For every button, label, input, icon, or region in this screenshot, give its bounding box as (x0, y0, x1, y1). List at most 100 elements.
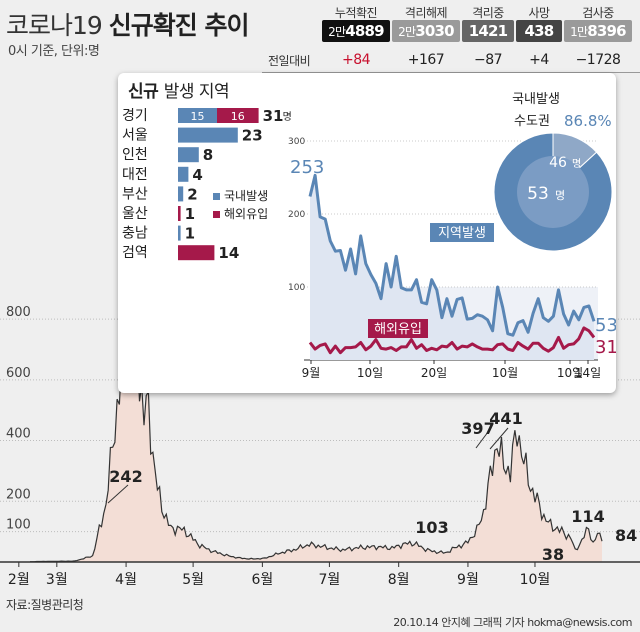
stat-cumulative: 누적확진 2만4889 (322, 4, 390, 42)
pie-total-unit: 명 (555, 189, 565, 202)
stat-testing: 검사중 1만8396 (564, 4, 632, 42)
bar-segment (178, 206, 181, 221)
area-ytick-label: 800 (6, 305, 31, 320)
delta-testing: −1728 (575, 52, 621, 68)
bar-category-label: 경기 (122, 108, 148, 124)
stat-label: 격리해제 (404, 6, 448, 20)
bar-category-label: 울산 (122, 206, 148, 222)
line-tag-overseas (368, 319, 428, 338)
pie-percent-label: 86.8% (564, 112, 612, 130)
bar-segment (178, 127, 238, 143)
bar-total-label: 2 (187, 185, 197, 203)
delta-cumulative: +84 (341, 52, 371, 68)
area-xtick-label: 4월 (115, 572, 137, 588)
bar-segment (178, 166, 189, 182)
bar-total-label: 1 (185, 205, 195, 223)
line-ytick-label: 300 (288, 137, 305, 147)
legend-swatch-overseas (213, 211, 220, 218)
line-xtick-label: 10일 (557, 366, 583, 380)
pie-slice (493, 132, 613, 252)
bar-total-label: 31 (263, 107, 284, 125)
annotation-leader (475, 431, 489, 449)
pie-center (517, 156, 589, 228)
area-ytick-label: 600 (6, 366, 31, 381)
delta-isolated: −87 (473, 52, 503, 68)
annotation-label: 397 (461, 419, 494, 438)
line-start-label: 253 (290, 157, 324, 178)
area-xtick-label: 6월 (251, 572, 273, 588)
line-xtick-label: 20일 (421, 366, 447, 380)
legend-label-overseas: 해외유입 (224, 207, 268, 221)
bar-total-label: 4 (192, 166, 202, 184)
delta-divider (262, 72, 640, 73)
area-ytick-label: 200 (6, 487, 31, 502)
panel-title: 신규 발생 지역 (128, 82, 230, 102)
bar-segment (178, 186, 184, 202)
line-series-overseas (308, 326, 596, 355)
annotation-label: 242 (109, 467, 142, 486)
annotation-label: 441 (489, 409, 522, 428)
bar-total-label: 14 (218, 244, 239, 262)
annotation-label: 38 (542, 545, 564, 564)
chart-subtitle: 0시 기준, 단위:명 (8, 44, 100, 59)
stat-deaths: 사망 438 (516, 4, 562, 42)
bar-segment (178, 225, 181, 241)
area-xtick-label: 8월 (388, 572, 410, 588)
chart-title: 코로나19 신규확진 추이 (6, 11, 249, 40)
stat-value: 1421 (462, 20, 514, 42)
stat-value: 438 (516, 20, 562, 42)
line-xtick-label: 10일 (357, 366, 383, 380)
line-ytick-label: 100 (288, 283, 305, 293)
stat-value: 2만4889 (322, 20, 390, 42)
bar-segment (178, 245, 215, 261)
line-tag-overseas-text: 해외유입 (374, 322, 422, 337)
bar-category-label: 부산 (122, 186, 148, 202)
line-tag-domestic (430, 223, 494, 242)
pie-slice-unit: 명 (572, 158, 581, 170)
delta-deaths: +4 (529, 52, 549, 68)
bar-category-label: 인천 (122, 147, 148, 163)
area-xtick-label: 9월 (457, 572, 479, 588)
bar-inner-label: 15 (191, 110, 205, 123)
annotation-leader (489, 427, 509, 450)
stat-label: 검사중 (582, 6, 614, 20)
bar-total-label: 23 (242, 127, 263, 145)
bar-segment (178, 108, 217, 123)
stat-isolated: 격리중 1421 (462, 4, 514, 42)
pie-slice-label: 46 (549, 155, 567, 171)
delta-row: 전일대비 +84 +167 −87 +4 −1728 (262, 50, 640, 70)
line-area-domestic (310, 175, 594, 360)
bar-category-label: 서울 (122, 128, 148, 144)
line-ytick-label: 200 (288, 210, 305, 220)
delta-label: 전일대비 (268, 54, 311, 68)
credit-note: 20.10.14 안지혜 그래픽 기자 hokma@newsis.com (393, 616, 632, 629)
delta-released: +167 (407, 52, 445, 68)
line-end-label-domestic: 53 (595, 315, 616, 336)
area-xtick-label: 2월 (8, 572, 30, 588)
bar-category-label: 대전 (122, 167, 148, 183)
bar-total-label: 8 (203, 146, 213, 164)
stat-label: 사망 (528, 6, 550, 20)
annotation-label: 84 (615, 526, 637, 545)
area-xtick-label: 10월 (520, 572, 551, 588)
pie-title: 국내발생 (512, 92, 560, 107)
pie-total-label: 53 (527, 184, 549, 204)
source-note: 자료:질병관리청 (6, 598, 84, 612)
area-xtick-label: 3월 (46, 572, 68, 588)
line-xtick-label: 14일 (575, 366, 601, 380)
area-ytick-label: 100 (6, 518, 31, 533)
line-xtick-label: 9월 (302, 366, 321, 380)
stat-released: 격리해제 2만3030 (392, 4, 460, 42)
annotation-leader (107, 484, 129, 504)
legend-label-domestic: 국내발생 (224, 189, 268, 203)
bar-segment (178, 147, 199, 163)
stat-value: 1만8396 (564, 20, 632, 42)
bar-category-label: 충남 (122, 226, 148, 242)
area-ytick-label: 400 (6, 427, 31, 442)
bar-segment (217, 108, 259, 123)
bar-inner-label: 16 (231, 110, 245, 123)
stat-label: 누적확진 (334, 6, 378, 20)
region-panel: 신규 발생 지역 경기 15 16 31 명 서울 23 인천 8 대전 4 부산 2 울산 1 충남 1 검역 1… (118, 73, 616, 393)
stat-value: 2만3030 (392, 20, 460, 42)
